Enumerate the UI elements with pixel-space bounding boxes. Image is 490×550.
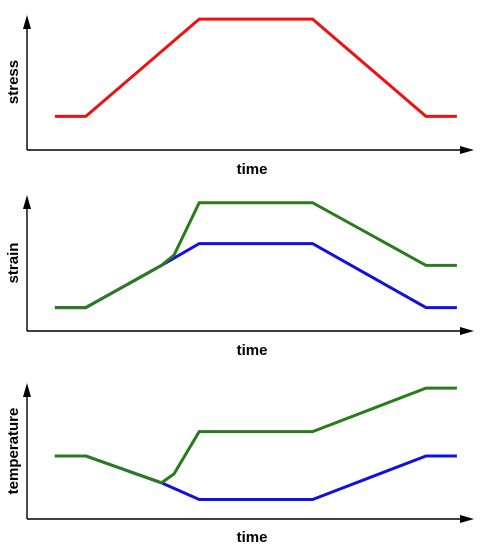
- y-axis-label: stress: [5, 60, 22, 104]
- series-line-1: [54, 17, 457, 118]
- chart-panel-3: time temperature: [5, 383, 474, 546]
- series-line-1: [54, 242, 457, 310]
- x-axis-label: time: [237, 342, 268, 359]
- chart-panel-2: time strain: [5, 195, 474, 359]
- y-axis-label: temperature: [5, 408, 22, 495]
- x-axis-arrow-icon: [460, 146, 474, 154]
- x-axis-arrow-icon: [460, 327, 474, 335]
- chart-panel-1: time stress: [5, 15, 474, 178]
- x-axis-arrow-icon: [460, 515, 474, 523]
- y-axis-arrow-icon: [23, 383, 31, 397]
- series-line-2: [54, 201, 457, 310]
- series-line-1: [54, 454, 457, 501]
- y-axis-label: strain: [5, 243, 22, 284]
- x-axis-label: time: [237, 529, 268, 546]
- y-axis-arrow-icon: [23, 15, 31, 29]
- series-line-2: [54, 386, 457, 485]
- x-axis-label: time: [237, 161, 268, 178]
- y-axis-arrow-icon: [23, 195, 31, 209]
